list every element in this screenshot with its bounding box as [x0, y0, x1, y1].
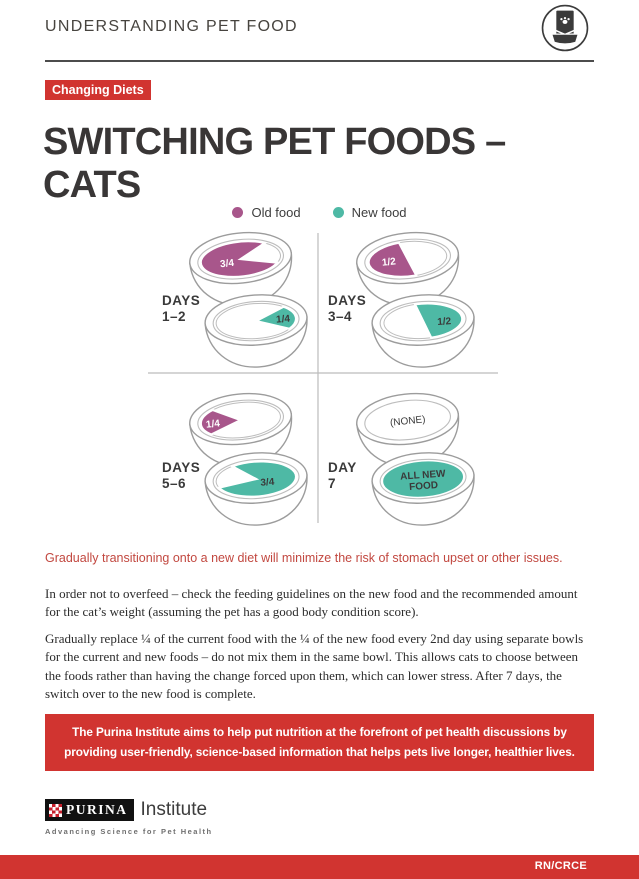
day-label: 5–6 [162, 476, 186, 491]
brand-name: PURINA [66, 802, 128, 817]
footer-bar: RN/CRCE [0, 855, 639, 879]
day-label: 1–2 [162, 309, 186, 324]
new-food-wedge [413, 302, 464, 339]
old-food-dot-icon [232, 207, 244, 218]
portion-label: 1/4 [205, 418, 220, 430]
new-food-wedge [252, 305, 298, 330]
day-label: DAY [328, 460, 357, 475]
body-paragraph: Gradually replace ¼ of the current food … [45, 630, 584, 702]
new-food-bowl: 1/4 [204, 294, 308, 368]
legend: Old food New food [0, 205, 639, 220]
new-food-dot-icon [332, 207, 344, 218]
new-food-fill [383, 461, 464, 497]
portion-label: (NONE) [390, 414, 427, 429]
body-text: In order not to overfeed – check the fee… [45, 585, 594, 738]
day-label: 7 [328, 476, 336, 491]
category-badge: Changing Diets [45, 80, 151, 100]
portion-label: 1/2 [437, 316, 452, 328]
legend-label: Old food [251, 205, 301, 220]
pet-food-bag-bowl-icon [541, 4, 589, 52]
bowls-diagram: DAYS1–23/41/4DAYS3–41/21/2DAYS5–61/43/4D… [148, 231, 498, 526]
portion-label: 1/4 [276, 314, 291, 326]
logo-tagline: Advancing Science for Pet Health [45, 827, 213, 836]
new-food-wedge [216, 460, 298, 498]
footer-code: RN/CRCE [534, 860, 587, 872]
header-title: UNDERSTANDING PET FOOD [45, 18, 298, 35]
day-label: DAYS [328, 293, 366, 308]
old-food-wedge [199, 408, 244, 436]
old-food-bowl: 1/4 [189, 392, 293, 467]
new-food-bowl: 1/2 [371, 294, 475, 368]
legend-item: Old food [232, 205, 301, 220]
old-food-bowl: (NONE) [356, 392, 460, 467]
legend-label: New food [351, 205, 407, 220]
new-food-bowl: 3/4 [204, 452, 308, 526]
page-title: SWITCHING PET FOODS – CATS [43, 121, 506, 206]
lead-text: Gradually transitioning onto a new diet … [45, 551, 563, 565]
portion-label: ALL NEW [400, 468, 447, 482]
info-box: The Purina Institute aims to help put nu… [45, 714, 594, 771]
old-food-wedge [367, 241, 419, 278]
day-label: 3–4 [328, 309, 352, 324]
purina-institute-logo: PURINA Institute Advancing Science for P… [45, 799, 213, 836]
old-food-bowl: 1/2 [356, 231, 460, 306]
checkerboard-logo-icon [49, 803, 62, 817]
purina-wordmark: PURINA [45, 799, 134, 821]
body-paragraph: In order not to overfeed – check the fee… [45, 586, 578, 620]
info-box-line: The Purina Institute aims to help put nu… [72, 725, 567, 740]
header-divider [45, 60, 594, 62]
legend-item: New food [332, 205, 407, 220]
old-food-bowl: 3/4 [189, 231, 293, 306]
portion-label: 3/4 [260, 477, 275, 489]
institute-label: Institute [140, 799, 208, 820]
day-label: DAYS [162, 460, 200, 475]
day-label: DAYS [162, 293, 200, 308]
portion-label: 3/4 [220, 258, 235, 270]
portion-label: 1/2 [381, 256, 396, 268]
info-box-line: providing user-friendly, science-based i… [64, 744, 575, 759]
old-food-wedge [199, 240, 280, 279]
portion-label: FOOD [409, 480, 439, 493]
